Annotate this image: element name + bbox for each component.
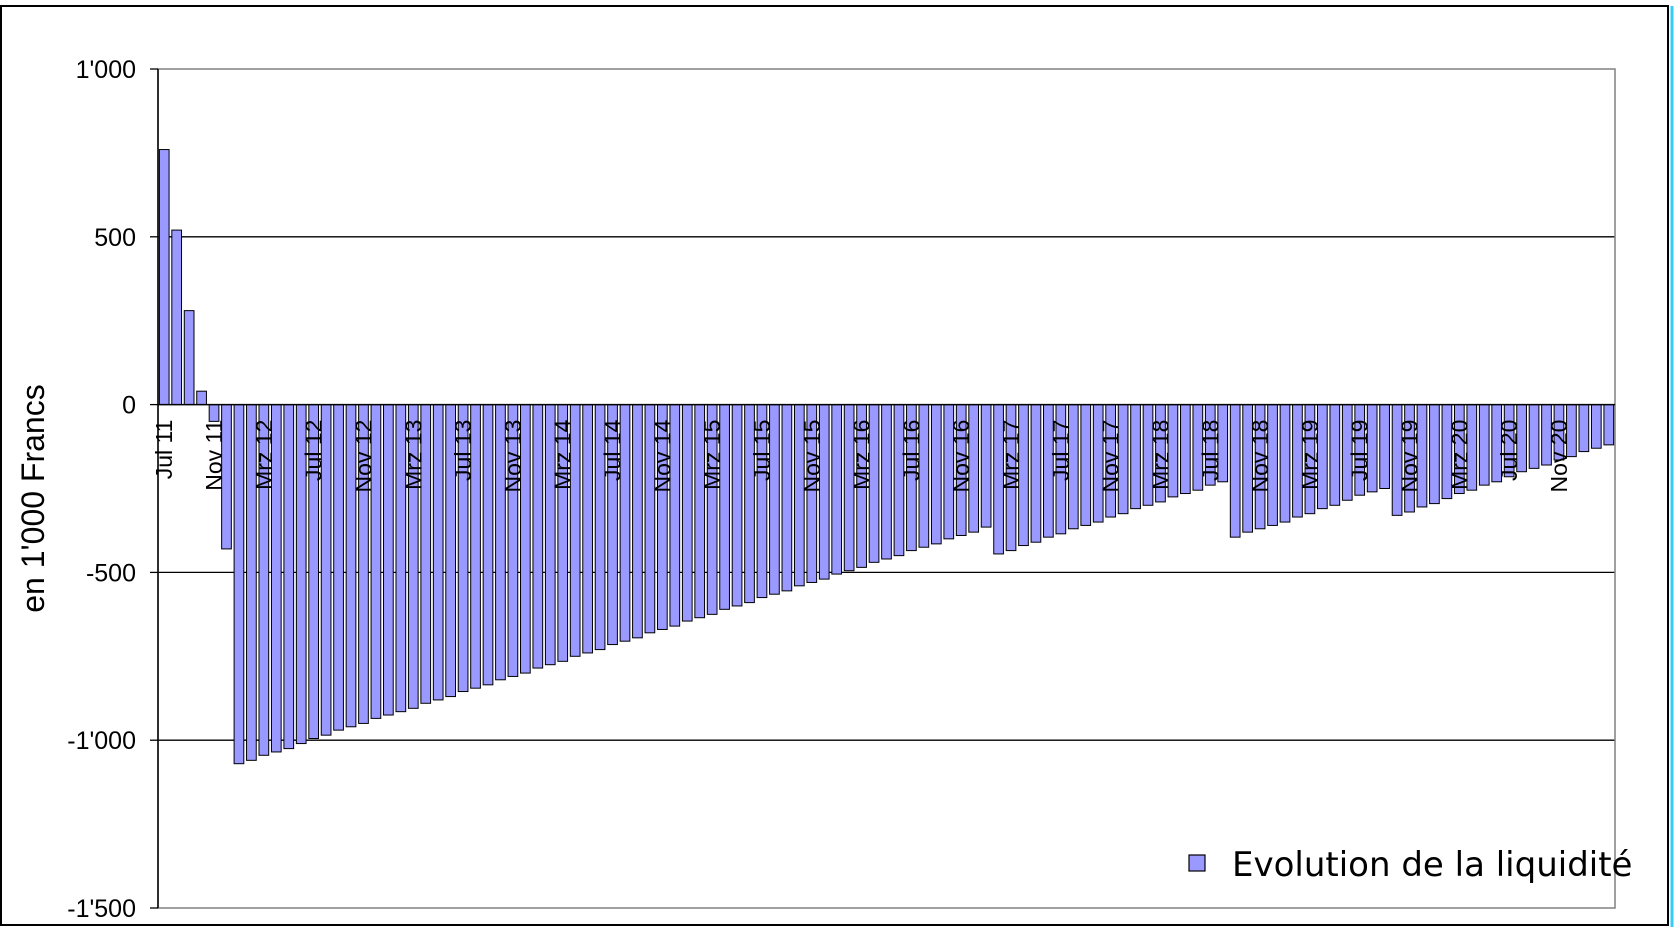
x-tick-label: Jul 14 xyxy=(600,419,626,481)
bar xyxy=(233,404,245,765)
bar xyxy=(980,404,992,528)
bar xyxy=(1229,404,1241,538)
x-tick-label: Jul 13 xyxy=(450,420,476,481)
x-tick-label: Mrz 12 xyxy=(251,420,277,490)
x-tick-label: Mrz 16 xyxy=(849,420,875,490)
bar xyxy=(1080,404,1092,526)
x-tick-label: Mrz 18 xyxy=(1148,420,1174,490)
bar xyxy=(432,404,444,701)
bar xyxy=(283,404,295,750)
x-tick-label: Jul 11 xyxy=(151,420,177,480)
x-tick-label: Jul 19 xyxy=(1347,420,1373,481)
bar xyxy=(532,404,544,669)
bar xyxy=(1478,404,1490,486)
x-tick-label: Nov 12 xyxy=(351,420,377,493)
bar xyxy=(1279,404,1291,523)
bar xyxy=(781,404,793,592)
x-tick-label: Nov 11 xyxy=(201,420,227,491)
y-tick-label: -500 xyxy=(86,559,136,587)
bar xyxy=(196,390,207,406)
x-tick-label: Jul 16 xyxy=(898,420,924,481)
legend-label: Evolution de la liquidité xyxy=(1232,845,1632,885)
x-tick-label: Mrz 15 xyxy=(699,420,725,490)
bar xyxy=(632,404,643,639)
bar xyxy=(1379,404,1390,490)
bar xyxy=(1590,404,1602,449)
y-tick-label: 1'000 xyxy=(76,56,136,84)
x-tick-label: Jul 20 xyxy=(1496,420,1522,481)
bar xyxy=(1130,404,1141,510)
bar xyxy=(930,404,942,545)
bars xyxy=(158,149,1615,765)
x-tick-label: Jul 18 xyxy=(1197,420,1223,481)
bar xyxy=(1180,404,1191,495)
x-tick-label: Mrz 20 xyxy=(1446,420,1472,490)
bar xyxy=(1329,404,1341,506)
x-tick-label: Nov 13 xyxy=(500,420,526,493)
bar xyxy=(881,404,892,560)
x-axis-ticks: Jul 11 Nov 11 Mrz 12 Jul 12 Nov 12 Mrz 13 Jul … xyxy=(151,419,1572,492)
bar xyxy=(731,404,743,607)
x-tick-label: Nov 17 xyxy=(1098,420,1124,493)
y-tick-label: 0 xyxy=(122,392,136,420)
bar xyxy=(482,404,494,686)
x-tick-label: Nov 18 xyxy=(1247,420,1273,493)
x-tick-label: Mrz 17 xyxy=(998,420,1024,490)
bar xyxy=(158,149,170,406)
bar xyxy=(183,310,195,406)
x-tick-label: Nov 20 xyxy=(1546,420,1572,493)
bar xyxy=(831,404,843,575)
legend: Evolution de la liquidité xyxy=(1188,845,1632,885)
x-tick-label: Mrz 13 xyxy=(400,420,426,490)
x-tick-label: Nov 14 xyxy=(649,419,675,492)
bar xyxy=(681,404,693,622)
bar xyxy=(171,229,183,406)
bar xyxy=(1429,404,1440,505)
x-tick-label: Jul 17 xyxy=(1048,420,1074,481)
bar xyxy=(1578,404,1590,453)
y-tick-label: -1'500 xyxy=(67,895,136,923)
bar xyxy=(208,404,220,422)
bar xyxy=(1603,404,1615,446)
x-tick-label: Mrz 14 xyxy=(550,419,576,490)
bar xyxy=(1030,404,1042,543)
bar xyxy=(383,404,394,716)
bar xyxy=(582,404,593,654)
y-tick-label: 500 xyxy=(94,224,136,252)
y-tick-label: -1'000 xyxy=(67,727,136,755)
bar xyxy=(333,404,344,731)
x-tick-label: Nov 19 xyxy=(1397,420,1423,493)
x-tick-label: Jul 15 xyxy=(749,420,775,481)
legend-swatch xyxy=(1188,854,1206,872)
x-tick-label: Nov 15 xyxy=(799,420,825,493)
bar xyxy=(1528,404,1540,469)
y-axis-ticks: 1'000 500 0 -500 -1'000 -1'500 xyxy=(67,56,158,923)
x-tick-label: Jul 12 xyxy=(301,420,327,481)
x-tick-label: Mrz 19 xyxy=(1297,420,1323,490)
y-axis-label: en 1'000 Francs xyxy=(15,384,51,612)
x-tick-label: Nov 16 xyxy=(948,420,974,493)
